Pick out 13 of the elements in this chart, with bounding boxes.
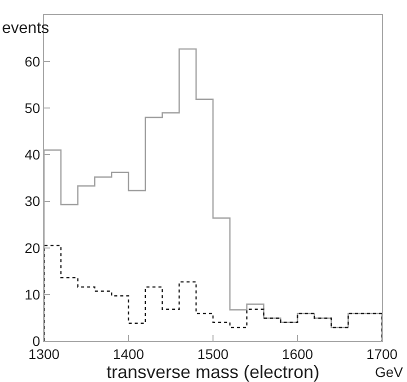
x-tick-label: 1400 [112,346,144,362]
y-axis-title: events [2,20,50,37]
x-axis-title: transverse mass (electron) [106,362,320,382]
x-tick-label: 1500 [197,346,229,362]
y-tick-label: 50 [24,100,40,116]
y-tick-label: 20 [24,240,40,256]
x-tick-label: 1600 [282,346,314,362]
y-tick-label: 10 [24,286,40,302]
y-tick-label: 60 [24,53,40,70]
x-tick-label: 1700 [366,346,398,362]
y-tick-label: 30 [24,193,40,210]
y-tick-label: 40 [24,146,40,163]
text: GeV [375,364,404,380]
